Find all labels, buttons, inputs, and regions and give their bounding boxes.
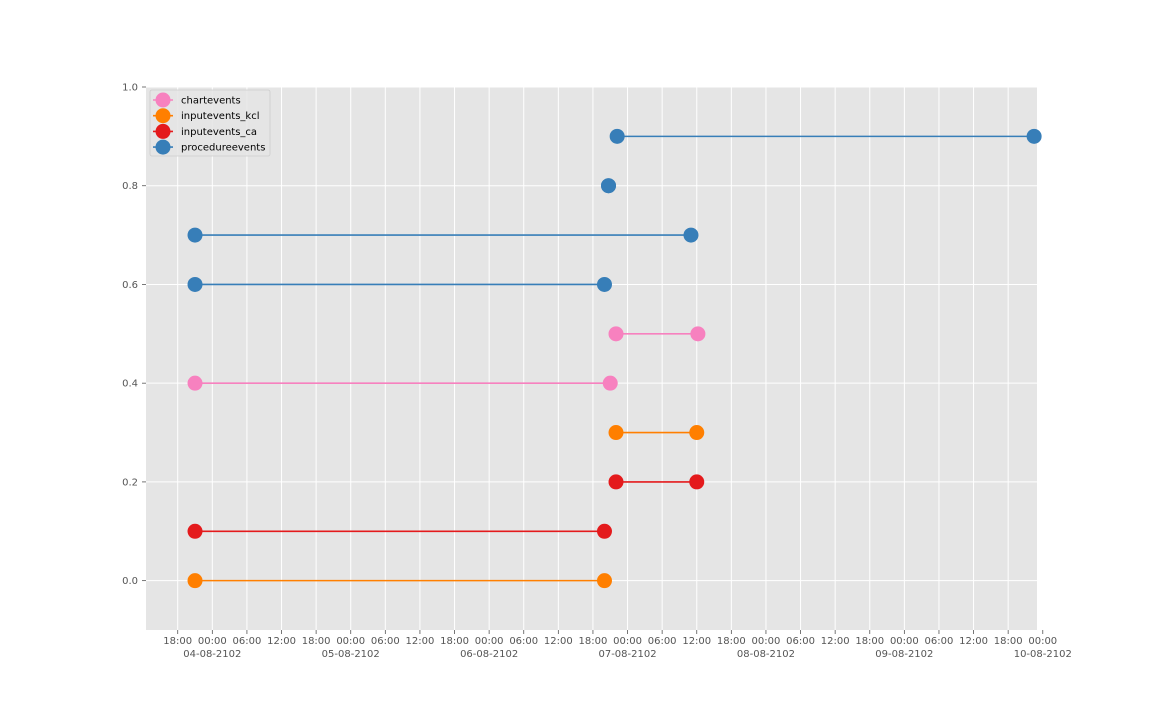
chartevents-point [690,326,706,342]
x-date-label: 08-08-2102 [737,649,795,660]
series-group [187,128,1042,589]
legend-marker-procedureevents [155,139,171,155]
x-tick-label: 00:00 [336,636,365,647]
procedureevents-point [609,128,625,144]
procedureevents-point [683,227,699,243]
chartevents-point [608,326,624,342]
inputevents_kcl-point [187,573,203,589]
y-tick-label: 0.8 [122,181,138,192]
y-tick-label: 1.0 [122,83,138,94]
x-tick-label: 00:00 [475,636,504,647]
x-tick-label: 18:00 [163,636,192,647]
x-tick-label: 12:00 [267,636,296,647]
inputevents_kcl-point [608,425,624,441]
legend-label-procedureevents: procedureevents [181,143,265,154]
legend-marker-chartevents [155,92,171,108]
x-axis: 18:00 00:00 06:00 12:00 18:00 00:00 06:00 12:00… [163,630,1072,660]
grid-lines [146,86,1044,630]
procedureevents-point [187,276,203,292]
x-tick-label: 00:00 [198,636,227,647]
x-tick-label: 18:00 [717,636,746,647]
y-tick-label: 0.0 [122,576,138,587]
x-tick-label: 00:00 [890,636,919,647]
x-tick-label: 18:00 [440,636,469,647]
x-tick-label: 12:00 [682,636,711,647]
procedureevents-point [187,227,203,243]
x-tick-label: 18:00 [302,636,331,647]
y-axis: 0.0 0.2 0.4 0.6 0.8 1.0 [122,83,146,587]
chartevents-point [187,375,203,391]
x-tick-label: 06:00 [925,636,954,647]
y-tick-label: 0.6 [122,280,138,291]
inputevents_ca-point [689,474,705,490]
inputevents_ca-point [187,523,203,539]
procedureevents-point [601,178,617,194]
x-date-label: 10-08-2102 [1014,649,1072,660]
procedureevents-point [596,276,612,292]
legend-label-chartevents: chartevents [181,96,241,107]
y-tick-label: 0.4 [122,379,138,390]
x-date-label: 04-08-2102 [183,649,241,660]
legend-marker-inputevents_ca [155,123,171,139]
x-tick-label: 06:00 [233,636,262,647]
x-tick-label: 18:00 [994,636,1023,647]
x-tick-label: 18:00 [855,636,884,647]
x-tick-label: 06:00 [371,636,400,647]
y-tick-label: 0.2 [122,477,138,488]
x-tick-label: 12:00 [821,636,850,647]
legend-label-inputevents_ca: inputevents_ca [181,127,257,138]
x-tick-label: 12:00 [544,636,573,647]
x-tick-label: 12:00 [406,636,435,647]
inputevents_ca-point [608,474,624,490]
x-tick-label: 06:00 [648,636,677,647]
x-date-label: 09-08-2102 [875,649,933,660]
inputevents_kcl-point [596,573,612,589]
x-date-label: 07-08-2102 [598,649,656,660]
x-tick-label: 00:00 [613,636,642,647]
plot-background [146,87,1037,630]
procedureevents-point [1026,128,1042,144]
inputevents_kcl-point [689,425,705,441]
x-date-label: 05-08-2102 [322,649,380,660]
legend: chartevents inputevents_kcl inputevents_ca… [149,89,271,157]
x-tick-label: 00:00 [1028,636,1057,647]
inputevents_ca-point [596,523,612,539]
x-date-label: 06-08-2102 [460,649,518,660]
x-tick-label: 06:00 [509,636,538,647]
x-tick-label: 12:00 [959,636,988,647]
legend-label-inputevents_kcl: inputevents_kcl [181,111,259,122]
chartevents-point [602,375,618,391]
legend-box [149,89,271,157]
x-tick-label: 06:00 [786,636,815,647]
x-tick-label: 18:00 [579,636,608,647]
x-tick-label: 00:00 [752,636,781,647]
legend-marker-inputevents_kcl [155,108,171,124]
